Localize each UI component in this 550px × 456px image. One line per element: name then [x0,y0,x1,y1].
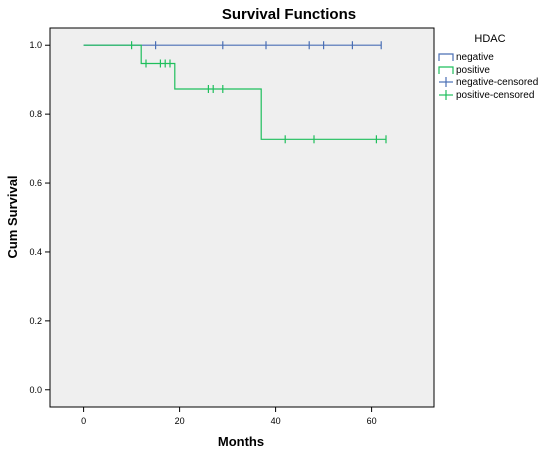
y-axis-label: Cum Survival [5,175,20,258]
y-tick-label: 0.6 [29,178,42,188]
x-tick-label: 60 [367,416,377,426]
x-tick-label: 40 [271,416,281,426]
chart-title: Survival Functions [222,6,356,23]
y-tick-label: 1.0 [29,40,42,50]
legend-swatch-negative [438,53,454,61]
legend-label-positive: positive [456,65,490,76]
y-tick-label: 0.0 [29,385,42,395]
legend-label-positive-censored: positive-censored [456,90,534,101]
x-axis: 0 20 40 60 [81,407,377,426]
x-tick-label: 0 [81,416,86,426]
legend-title: HDAC [474,33,505,45]
y-tick-label: 0.8 [29,109,42,119]
positive-survival-line [83,44,386,140]
legend-swatch-positive [438,66,454,74]
y-tick-label: 0.2 [29,316,42,326]
plot-area [49,27,435,408]
series-layer [83,41,387,144]
y-tick-label: 0.4 [29,247,42,257]
legend-label-negative-censored: negative-censored [456,77,538,88]
x-tick-label: 20 [175,416,185,426]
x-axis-label: Months [218,434,264,449]
y-axis: 0.0 0.2 0.4 0.6 0.8 1.0 [29,40,50,395]
legend-label-negative: negative [456,52,494,63]
